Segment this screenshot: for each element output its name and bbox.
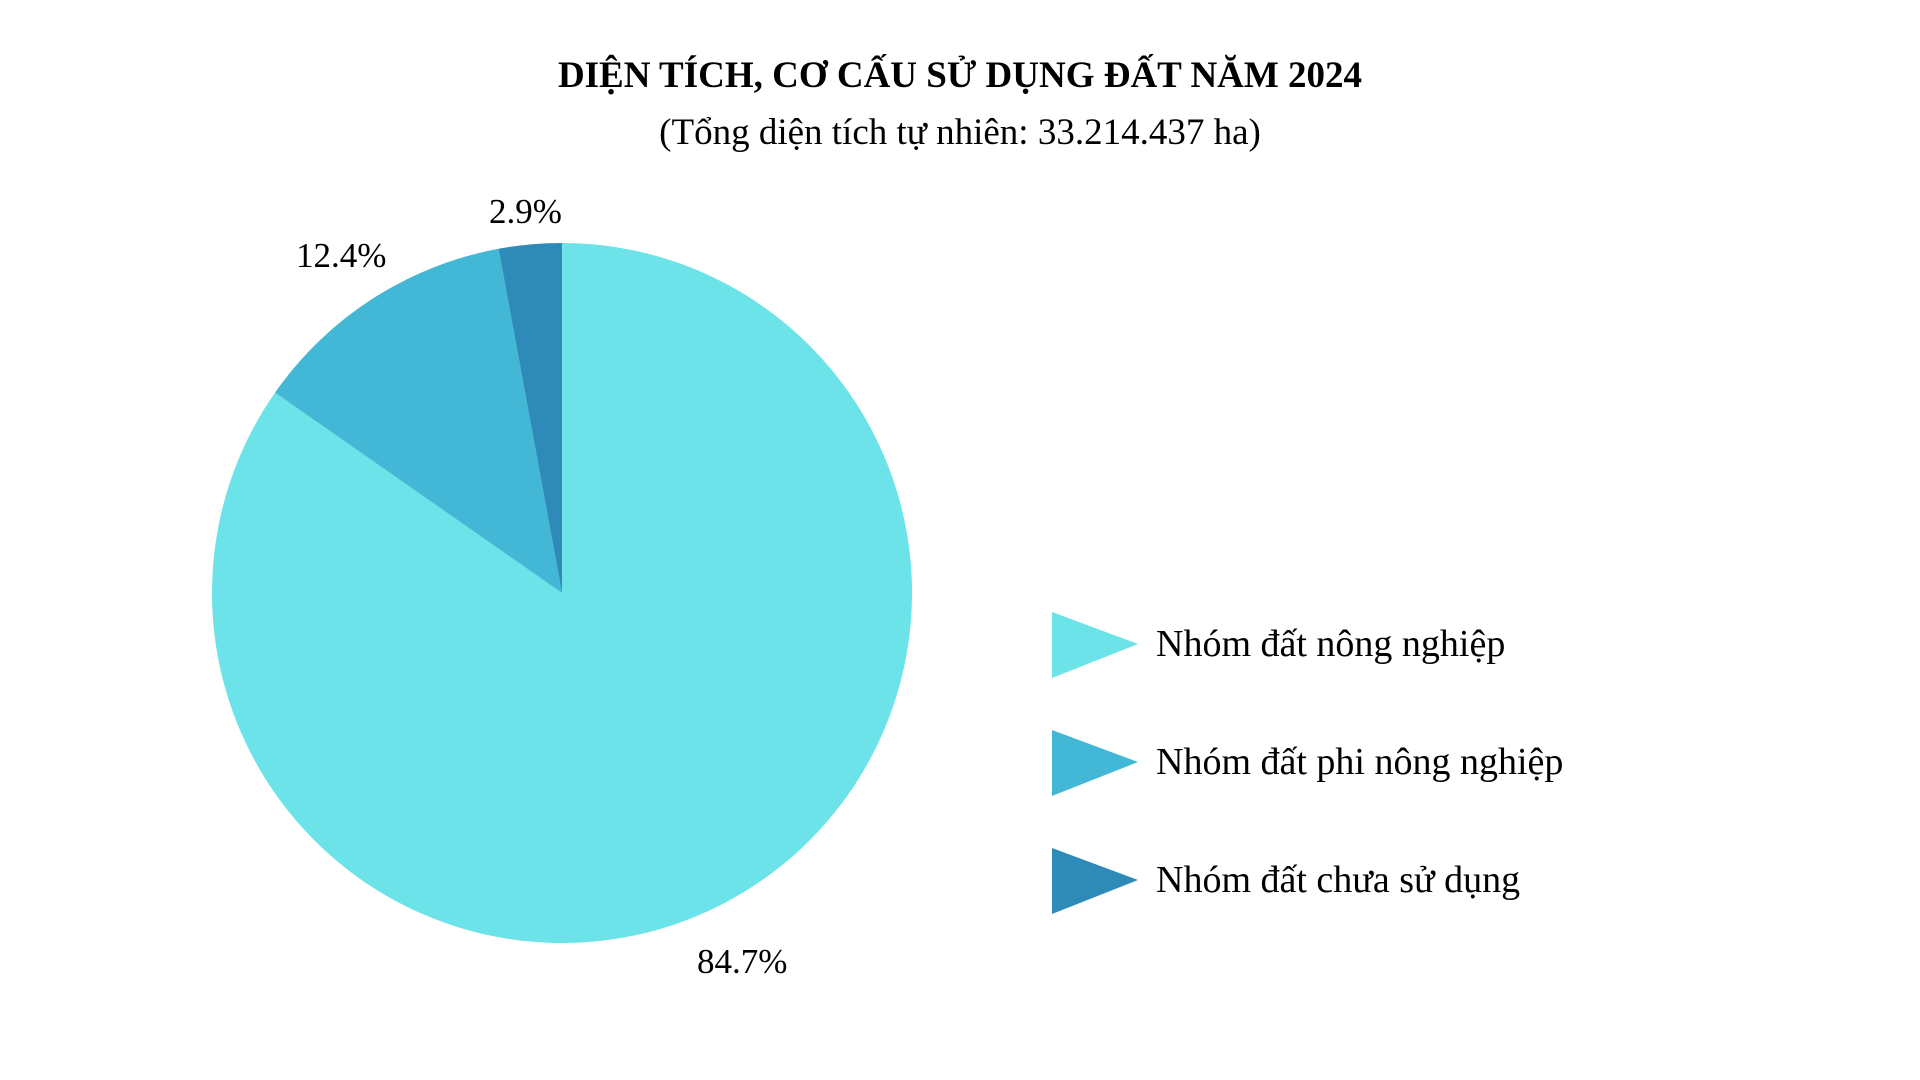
triangle-right-icon	[1052, 730, 1138, 796]
legend-label: Nhóm đất chưa sử dụng	[1156, 859, 1521, 901]
slice-label-unused: 2.9%	[489, 192, 562, 231]
triangle-right-icon	[1052, 612, 1138, 678]
triangle-right-icon	[1052, 848, 1138, 914]
slice-label-agricultural: 84.7%	[697, 942, 788, 981]
legend-swatch	[1052, 848, 1138, 914]
legend-label: Nhóm đất phi nông nghiệp	[1156, 741, 1564, 783]
chart-title: DIỆN TÍCH, CƠ CẤU SỬ DỤNG ĐẤT NĂM 2024	[557, 55, 1363, 96]
chart-subtitle: (Tổng diện tích tự nhiên: 33.214.437 ha)	[659, 112, 1261, 153]
legend-swatch	[1052, 612, 1138, 678]
slice-label-non-agricultural: 12.4%	[296, 236, 387, 275]
pie-slice-non-agricultural	[275, 248, 562, 594]
legend-swatch	[1052, 730, 1138, 796]
pie-slices	[212, 242, 913, 943]
pie-slice-agricultural	[212, 242, 913, 943]
legend-label: Nhóm đất nông nghiệp	[1156, 623, 1506, 665]
pie-slice-unused	[498, 243, 562, 593]
